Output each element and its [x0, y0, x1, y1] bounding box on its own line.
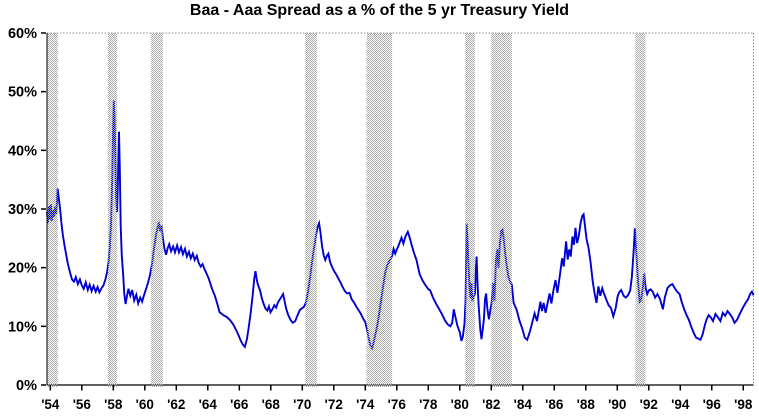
- recession-band: [491, 33, 512, 387]
- x-axis-tick-label: '78: [419, 397, 438, 412]
- x-axis-tick-label: '86: [545, 397, 564, 412]
- x-axis-tick-label: '72: [325, 397, 343, 412]
- x-axis-tick-label: '94: [671, 397, 690, 412]
- recession-band: [465, 33, 475, 387]
- y-axis-tick-label: 20%: [8, 261, 37, 277]
- y-axis-tick-label: 60%: [8, 26, 37, 42]
- x-axis-tick-label: '60: [136, 397, 154, 412]
- x-axis-tick-label: '76: [388, 397, 407, 412]
- y-axis-tick-label: 0%: [16, 378, 37, 394]
- x-axis-tick-label: '70: [293, 397, 311, 412]
- recession-band: [151, 33, 163, 387]
- x-axis-tick-label: '82: [482, 397, 500, 412]
- x-axis-tick-label: '84: [514, 397, 533, 412]
- y-axis-tick-label: 30%: [8, 202, 37, 218]
- x-axis-tick-label: '80: [451, 397, 469, 412]
- y-axis-tick-label: 10%: [8, 319, 37, 335]
- x-axis-tick-label: '64: [199, 397, 218, 412]
- x-axis-tick-label: '88: [577, 397, 596, 412]
- recession-band: [635, 33, 646, 387]
- chart-title: Baa - Aaa Spread as a % of the 5 yr Trea…: [189, 2, 570, 19]
- y-axis-tick-label: 50%: [8, 85, 37, 101]
- x-axis-tick-label: '54: [41, 397, 60, 412]
- x-axis-tick-label: '66: [230, 397, 249, 412]
- recession-band: [305, 33, 317, 387]
- recession-band: [47, 33, 58, 387]
- x-axis-tick-label: '90: [608, 397, 626, 412]
- x-axis-tick-label: '62: [167, 397, 185, 412]
- x-axis-tick-label: '58: [104, 397, 123, 412]
- recession-band: [107, 33, 118, 387]
- recession-band: [366, 33, 393, 387]
- x-axis-tick-label: '74: [356, 397, 375, 412]
- x-axis-tick-label: '68: [262, 397, 281, 412]
- x-axis-tick-label: '96: [703, 397, 722, 412]
- x-axis-tick-label: '98: [734, 397, 753, 412]
- x-axis-tick-label: '92: [640, 397, 658, 412]
- x-axis-tick-label: '56: [73, 397, 92, 412]
- y-axis-tick-label: 40%: [8, 143, 37, 159]
